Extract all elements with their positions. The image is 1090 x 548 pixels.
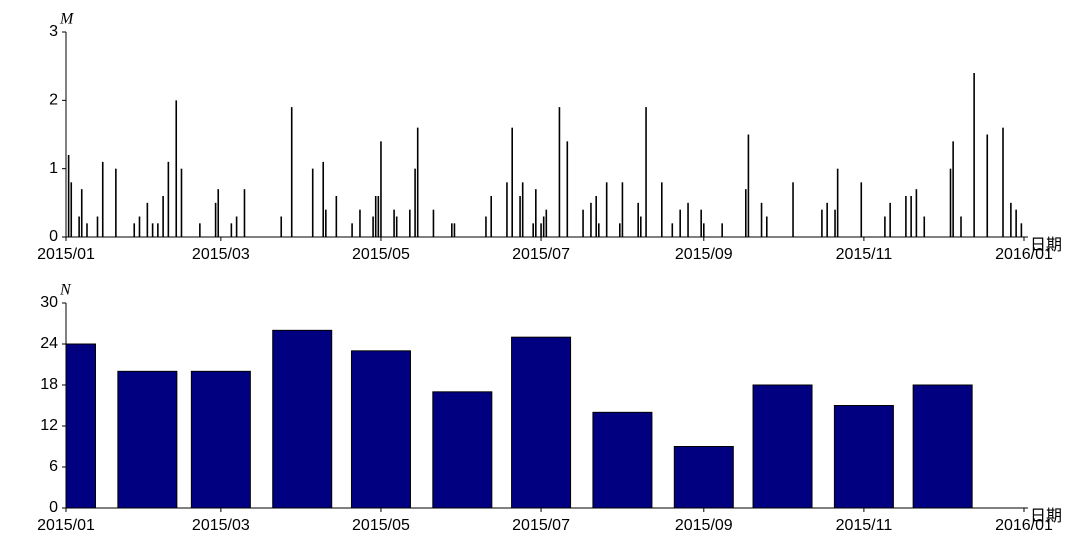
bar: [673, 446, 734, 509]
x-tick-label: 2016/01: [995, 517, 1053, 534]
y-axis-label: M: [59, 11, 75, 28]
bar: [272, 329, 333, 509]
y-tick-label: 18: [40, 376, 58, 393]
bar: [592, 411, 653, 509]
bar: [912, 384, 973, 509]
y-axis-label: N: [59, 282, 72, 299]
bar: [432, 391, 493, 509]
bar: [350, 350, 411, 509]
x-tick-label: 2015/09: [675, 246, 733, 263]
x-tick-label: 2015/03: [192, 246, 250, 263]
x-tick-label: 2015/11: [836, 517, 893, 534]
y-tick-label: 2: [49, 92, 58, 109]
bar: [752, 384, 813, 509]
y-tick-label: 1: [49, 160, 58, 177]
y-tick-label: 3: [49, 23, 58, 40]
y-tick-label: 30: [40, 294, 58, 311]
y-tick-label: 24: [40, 335, 58, 352]
y-tick-label: 0: [49, 228, 58, 245]
bar: [511, 336, 572, 509]
x-tick-label: 2015/05: [352, 517, 410, 534]
bar: [833, 405, 894, 509]
x-tick-label: 2015/03: [192, 517, 250, 534]
y-tick-label: 12: [40, 417, 58, 434]
bar: [117, 370, 178, 509]
x-tick-label: 2015/05: [352, 246, 410, 263]
x-tick-label: 2015/07: [512, 517, 570, 534]
y-tick-label: 6: [49, 458, 58, 475]
x-tick-label: 2015/01: [37, 517, 95, 534]
x-axis-label: 日期: [1030, 236, 1062, 254]
x-tick-label: 2015/01: [37, 246, 95, 263]
x-tick-label: 2016/01: [995, 246, 1053, 263]
x-tick-label: 2015/09: [675, 517, 733, 534]
y-tick-label: 0: [49, 499, 58, 516]
x-tick-label: 2015/07: [512, 246, 570, 263]
x-tick-label: 2015/11: [836, 246, 893, 263]
x-axis-label: 日期: [1030, 507, 1062, 525]
bar: [65, 343, 96, 509]
bar: [190, 370, 251, 509]
